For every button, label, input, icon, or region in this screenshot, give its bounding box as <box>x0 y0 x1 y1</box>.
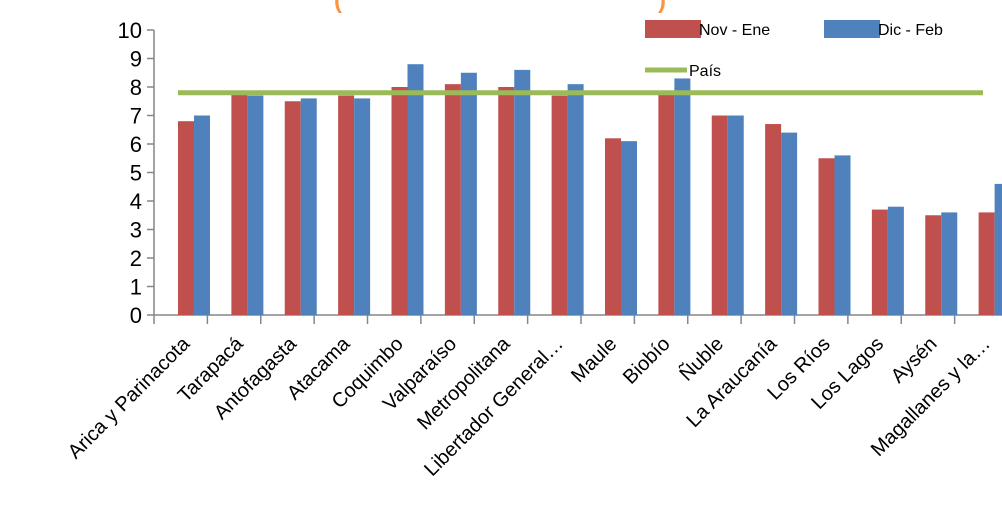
bar-nov-ene <box>338 96 354 315</box>
bar-dic-feb <box>835 155 851 315</box>
legend-swatch <box>824 20 880 38</box>
bar-nov-ene <box>392 87 408 315</box>
bar-dic-feb <box>621 141 637 315</box>
x-axis: Arica y ParinacotaTarapacáAntofagastaAta… <box>64 315 1002 481</box>
bar-dic-feb <box>941 212 957 315</box>
bar-nov-ene <box>712 116 728 316</box>
bar-nov-ene <box>979 212 995 315</box>
bar-nov-ene <box>765 124 781 315</box>
bar-dic-feb <box>728 116 744 316</box>
bar-nov-ene <box>925 215 941 315</box>
x-tick-label: Biobío <box>619 333 675 389</box>
bars <box>178 64 1002 315</box>
y-tick-label: 7 <box>130 104 142 129</box>
bar-dic-feb <box>461 73 477 315</box>
bar-dic-feb <box>514 70 530 315</box>
bar-nov-ene <box>231 93 247 315</box>
y-tick-label: 3 <box>130 218 142 243</box>
bar-nov-ene <box>872 210 888 315</box>
chart-title-fragment-right: ) <box>658 0 666 14</box>
y-tick-label: 1 <box>130 275 142 300</box>
y-tick-label: 2 <box>130 246 142 271</box>
bar-nov-ene <box>658 93 674 315</box>
y-axis: 0 1 2 3 4 5 6 7 8 9 10 <box>118 18 154 328</box>
bar-dic-feb <box>888 207 904 315</box>
bar-nov-ene <box>552 96 568 315</box>
bar-nov-ene <box>605 138 621 315</box>
bar-dic-feb <box>674 78 690 315</box>
y-tick-label: 9 <box>130 47 142 72</box>
y-tick-label: 5 <box>130 161 142 186</box>
legend-item-nov-ene: Nov - Ene <box>645 20 770 39</box>
y-tick-label: 6 <box>130 132 142 157</box>
bar-nov-ene <box>819 158 835 315</box>
x-tick-label: Arica y Parinacota <box>64 332 195 463</box>
legend-label: Dic - Feb <box>878 22 943 39</box>
x-tick-label: Metropolitana <box>413 332 515 434</box>
y-tick-label: 8 <box>130 75 142 100</box>
bar-nov-ene <box>498 87 514 315</box>
legend-item-pais: País <box>645 63 721 80</box>
bar-nov-ene <box>285 101 301 315</box>
bar-dic-feb <box>301 98 317 315</box>
legend-label: Nov - Ene <box>699 22 770 39</box>
x-tick-label: Maule <box>567 333 621 387</box>
bar-nov-ene <box>178 121 194 315</box>
bar-nov-ene <box>445 84 461 315</box>
y-tick-label: 4 <box>130 189 142 214</box>
bar-dic-feb <box>568 84 584 315</box>
chart-title-fragment-left: ( <box>334 0 342 14</box>
legend: Nov - Ene Dic - Feb País <box>645 20 943 80</box>
bar-dic-feb <box>408 64 424 315</box>
legend-swatch <box>645 20 701 38</box>
bar-dic-feb <box>995 184 1002 315</box>
bar-dic-feb <box>354 98 370 315</box>
y-tick-label: 10 <box>118 18 142 43</box>
bar-dic-feb <box>194 116 210 316</box>
legend-item-dic-feb: Dic - Feb <box>824 20 943 39</box>
x-tick-label: Ñuble <box>674 332 728 386</box>
bar-dic-feb <box>247 96 263 315</box>
legend-label: País <box>689 63 721 80</box>
bar-dic-feb <box>781 133 797 315</box>
y-tick-label: 0 <box>130 303 142 328</box>
